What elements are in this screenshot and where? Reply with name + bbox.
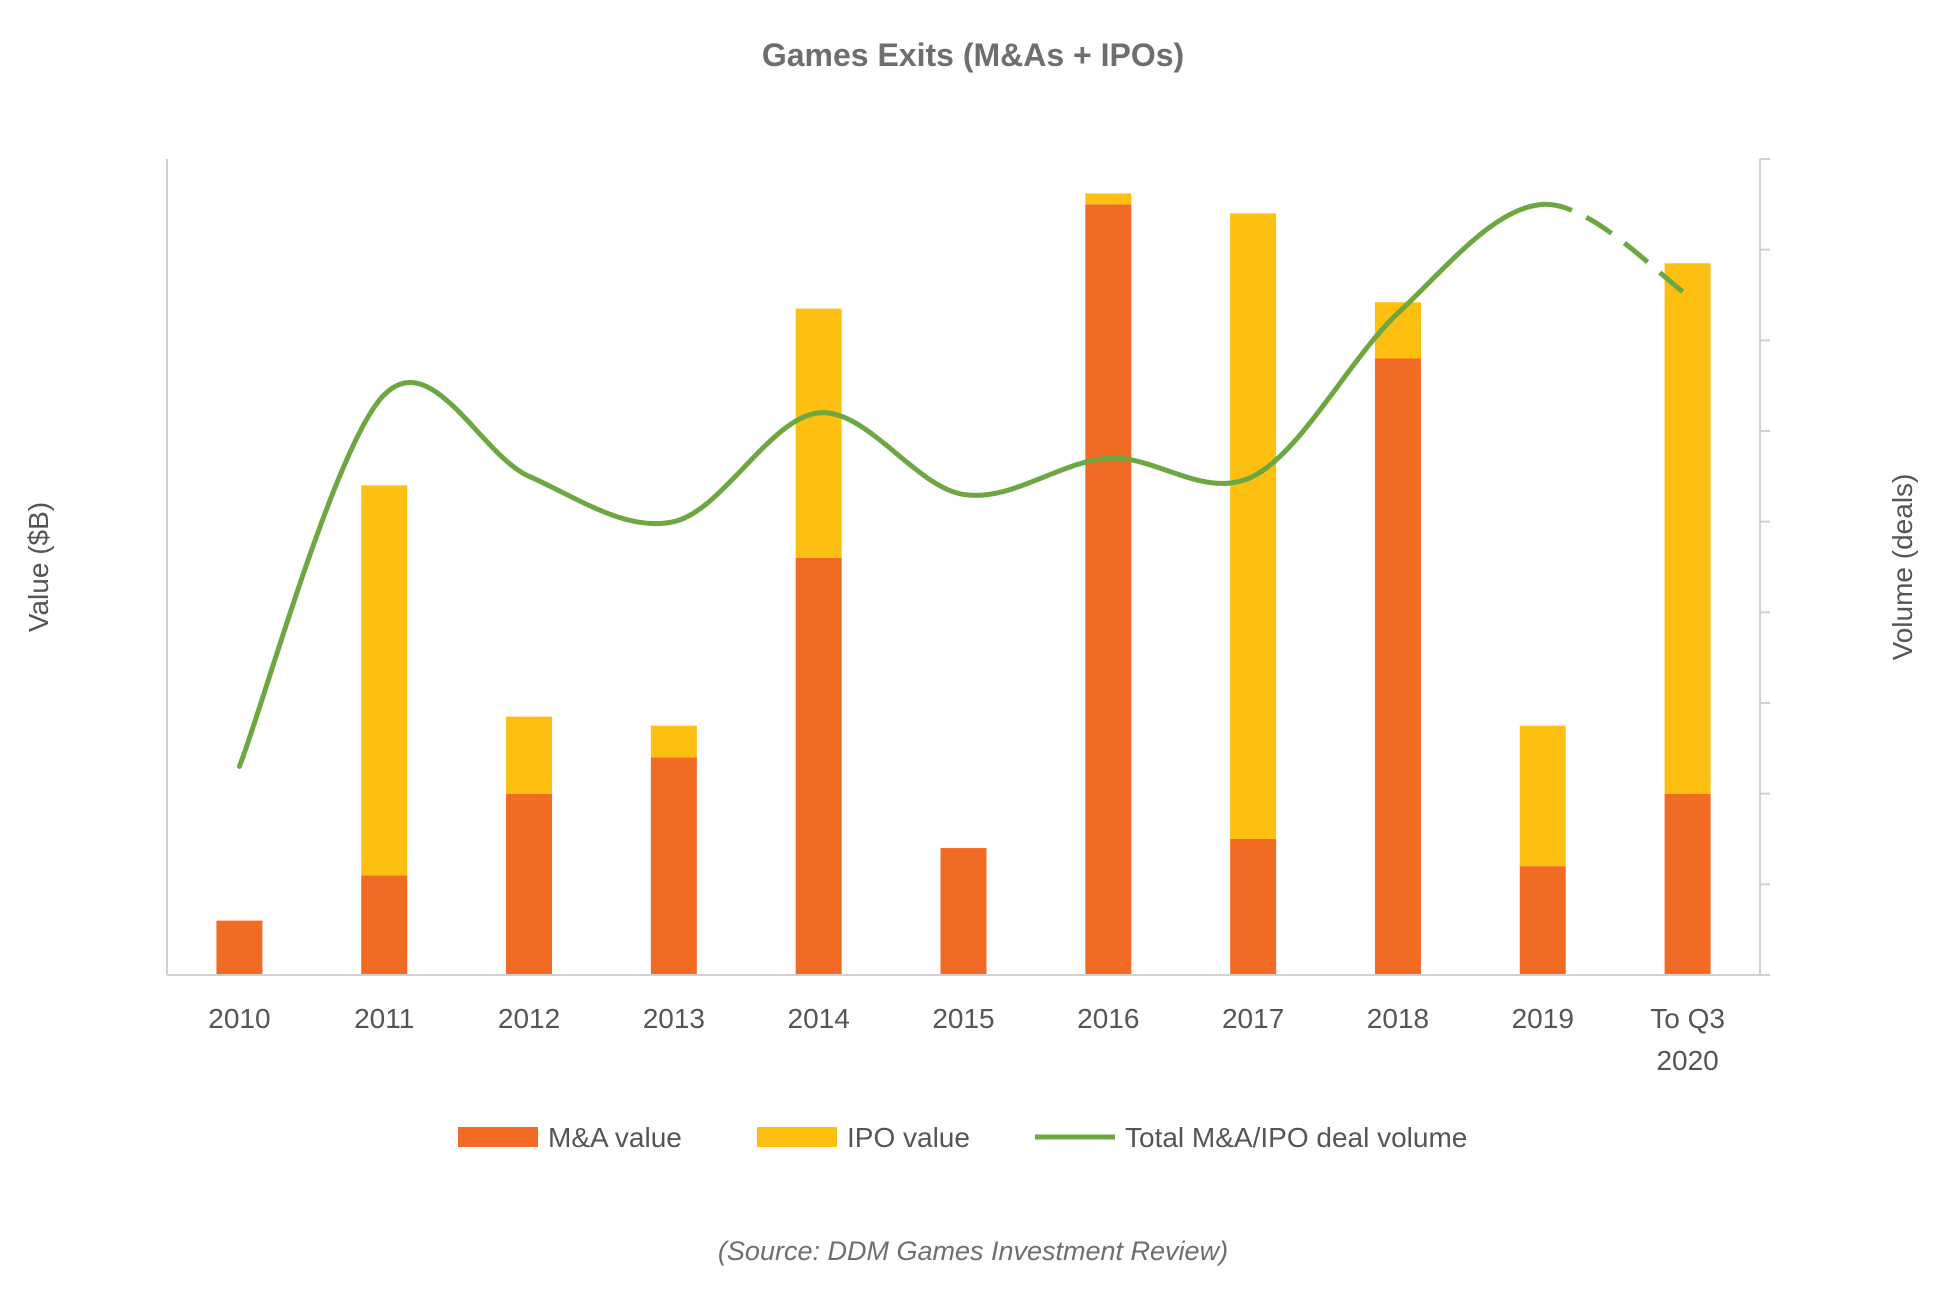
x-tick-label: To Q3 2020 — [1650, 1003, 1725, 1076]
x-tick-label: 2015 — [932, 1003, 994, 1034]
ma-value-bar-6 — [1085, 204, 1132, 976]
legend-item-deal-volume: Total M&A/IPO deal volume — [1035, 1122, 1467, 1153]
ma-value-bar-4 — [795, 557, 842, 975]
ma-value-bar-1 — [361, 875, 408, 975]
legend-swatch — [757, 1127, 837, 1147]
deal-volume-line — [236, 201, 1546, 769]
ma-value-bar-7 — [1230, 839, 1277, 975]
ipo-value-bar-10 — [1664, 263, 1711, 794]
legend-label: M&A value — [548, 1122, 682, 1153]
legend-item-ma-value: M&A value — [458, 1122, 682, 1153]
legend-swatch — [458, 1127, 538, 1147]
ma-value-bar-9 — [1519, 866, 1566, 975]
y-axis-title: Value ($B) — [23, 502, 54, 632]
ma-value-bar-2 — [506, 793, 553, 975]
legend-label: Total M&A/IPO deal volume — [1125, 1122, 1467, 1153]
y2-axis-title: Volume (deals) — [1887, 474, 1918, 661]
x-axis-labels: 2010 2011 2012 2013 2014 2015 2016 2017 2018 2019… — [208, 1003, 1725, 1076]
line-layer — [236, 201, 1689, 769]
ma-value-bar-8 — [1374, 358, 1421, 975]
legend-item-ipo-value: IPO value — [757, 1122, 970, 1153]
legend: M&A value IPO value Total M&A/IPO deal vol… — [458, 1122, 1467, 1153]
x-tick-label: 2013 — [643, 1003, 705, 1034]
x-tick-label: 2016 — [1077, 1003, 1139, 1034]
legend-label: IPO value — [847, 1122, 970, 1153]
deal-volume-line-projected — [1542, 201, 1689, 298]
x-tick-label: 2012 — [498, 1003, 560, 1034]
ipo-value-bar-3 — [650, 725, 697, 758]
x-tick-label: 2014 — [788, 1003, 850, 1034]
x-tick-label: 2011 — [354, 1003, 414, 1034]
ipo-value-bar-6 — [1085, 193, 1132, 205]
ma-value-bar-5 — [940, 848, 987, 975]
x-tick-label: 2018 — [1367, 1003, 1429, 1034]
ipo-value-bar-7 — [1230, 213, 1277, 839]
ipo-value-bar-9 — [1519, 725, 1566, 867]
ipo-value-bar-2 — [506, 716, 553, 794]
ma-value-bar-0 — [216, 920, 263, 975]
right-axis-ticks — [1760, 158, 1770, 976]
chart-title: Games Exits (M&As + IPOs) — [762, 37, 1184, 73]
ma-value-bar-10 — [1664, 793, 1711, 975]
ipo-value-bar-4 — [795, 308, 842, 558]
source-note: (Source: DDM Games Investment Review) — [718, 1236, 1228, 1266]
bars-layer — [216, 193, 1711, 976]
x-tick-label: 2019 — [1512, 1003, 1574, 1034]
ipo-value-bar-1 — [361, 485, 408, 876]
x-tick-label: 2017 — [1222, 1003, 1284, 1034]
x-tick-label: 2010 — [208, 1003, 270, 1034]
ma-value-bar-3 — [650, 757, 697, 975]
